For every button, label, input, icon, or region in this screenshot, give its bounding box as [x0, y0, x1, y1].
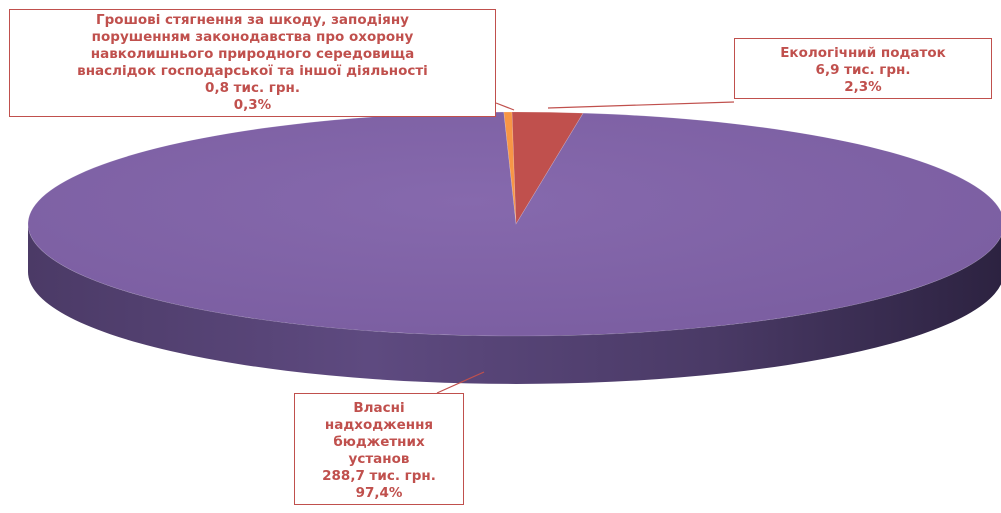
- label-line: установ: [348, 451, 410, 467]
- value-label: 6,9 тис. грн.: [815, 62, 911, 78]
- label-line: порушенням законодавства про охорону: [91, 29, 414, 45]
- leader-line-1: [547, 101, 735, 109]
- leader-line-0: [495, 102, 515, 111]
- label-line: Грошові стягнення за шкоду, заподіяну: [96, 12, 409, 28]
- data-label-eco-tax: Екологічний податок 6,9 тис. грн. 2,3%: [734, 38, 992, 99]
- pie-side-wall: [28, 224, 1001, 384]
- data-label-penalties: Грошові стягнення за шкоду, заподіяну по…: [9, 9, 496, 117]
- label-line: Екологічний податок: [780, 45, 946, 61]
- slice-side-2: [28, 224, 1001, 384]
- label-line: Власні: [353, 400, 405, 416]
- leader-line-2: [436, 371, 485, 394]
- value-label: 0,8 тис. грн.: [205, 80, 300, 96]
- leader-lines: [436, 101, 735, 394]
- label-line: внаслідок господарської та іншої діяльно…: [77, 63, 428, 79]
- percent-label: 97,4%: [355, 485, 403, 501]
- data-label-own-revenue: Власні надходження бюджетних установ 288…: [294, 393, 464, 505]
- label-line: навколишнього природного середовища: [90, 46, 415, 62]
- percent-label: 2,3%: [844, 79, 882, 95]
- pie-slice-0: [503, 111, 517, 225]
- pie-top-face: [27, 111, 1001, 337]
- label-line: бюджетних: [333, 434, 425, 450]
- value-label: 288,7 тис. грн.: [322, 468, 436, 484]
- pie-slice-2: [27, 111, 1001, 337]
- pie-slice-1: [511, 111, 584, 226]
- label-line: надходження: [324, 417, 434, 433]
- percent-label: 0,3%: [233, 97, 272, 113]
